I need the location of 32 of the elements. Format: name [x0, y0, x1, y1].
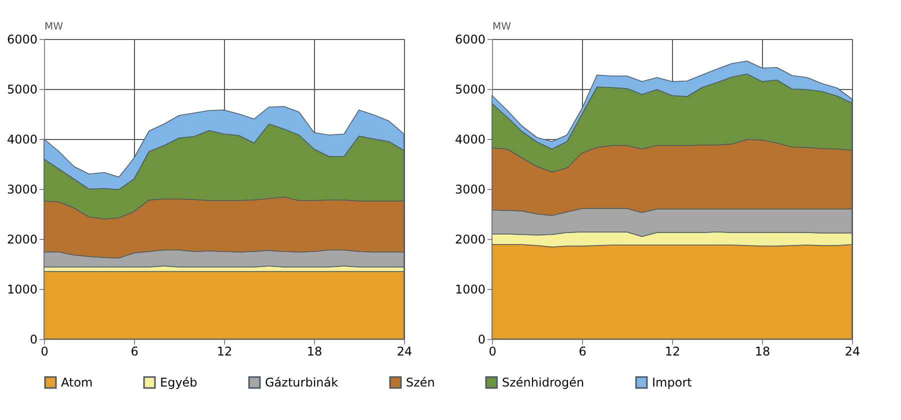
y-tick-label: 2000	[454, 232, 486, 246]
y-tick-label: 6000	[6, 32, 38, 46]
y-tick-label: 4000	[454, 132, 486, 146]
y-tick-label: 5000	[6, 82, 38, 96]
legend-label: Szén	[406, 376, 435, 390]
legend-label: Egyéb	[160, 376, 198, 390]
x-tick-label: 0	[488, 344, 496, 358]
x-tick-label: 6	[130, 344, 138, 358]
x-tick-label: 12	[664, 344, 680, 358]
x-tick-label: 12	[216, 344, 232, 358]
legend-label: Atom	[61, 376, 93, 390]
x-tick-label: 18	[754, 344, 770, 358]
y-tick-label: 1000	[6, 282, 38, 296]
y-tick-label: 5000	[454, 82, 486, 96]
y-tick-label: 3000	[454, 182, 486, 196]
x-tick-label: 24	[844, 344, 860, 358]
y-tick-label: 4000	[6, 132, 38, 146]
x-tick-label: 0	[40, 344, 48, 358]
x-tick-label: 18	[306, 344, 322, 358]
x-tick-label: 24	[396, 344, 412, 358]
y-axis-title: MW	[44, 22, 64, 32]
y-axis-title: MW	[492, 22, 512, 32]
y-tick-label: 0	[30, 332, 38, 346]
y-tick-label: 1000	[454, 282, 486, 296]
y-tick-label: 2000	[6, 232, 38, 246]
legend-label: Gázturbinák	[265, 376, 338, 390]
y-tick-label: 0	[478, 332, 486, 346]
y-tick-label: 3000	[6, 182, 38, 196]
legend-label: Szénhidrogén	[502, 376, 584, 390]
legend-label: Import	[652, 376, 692, 390]
x-tick-label: 6	[578, 344, 586, 358]
y-tick-label: 6000	[454, 32, 486, 46]
